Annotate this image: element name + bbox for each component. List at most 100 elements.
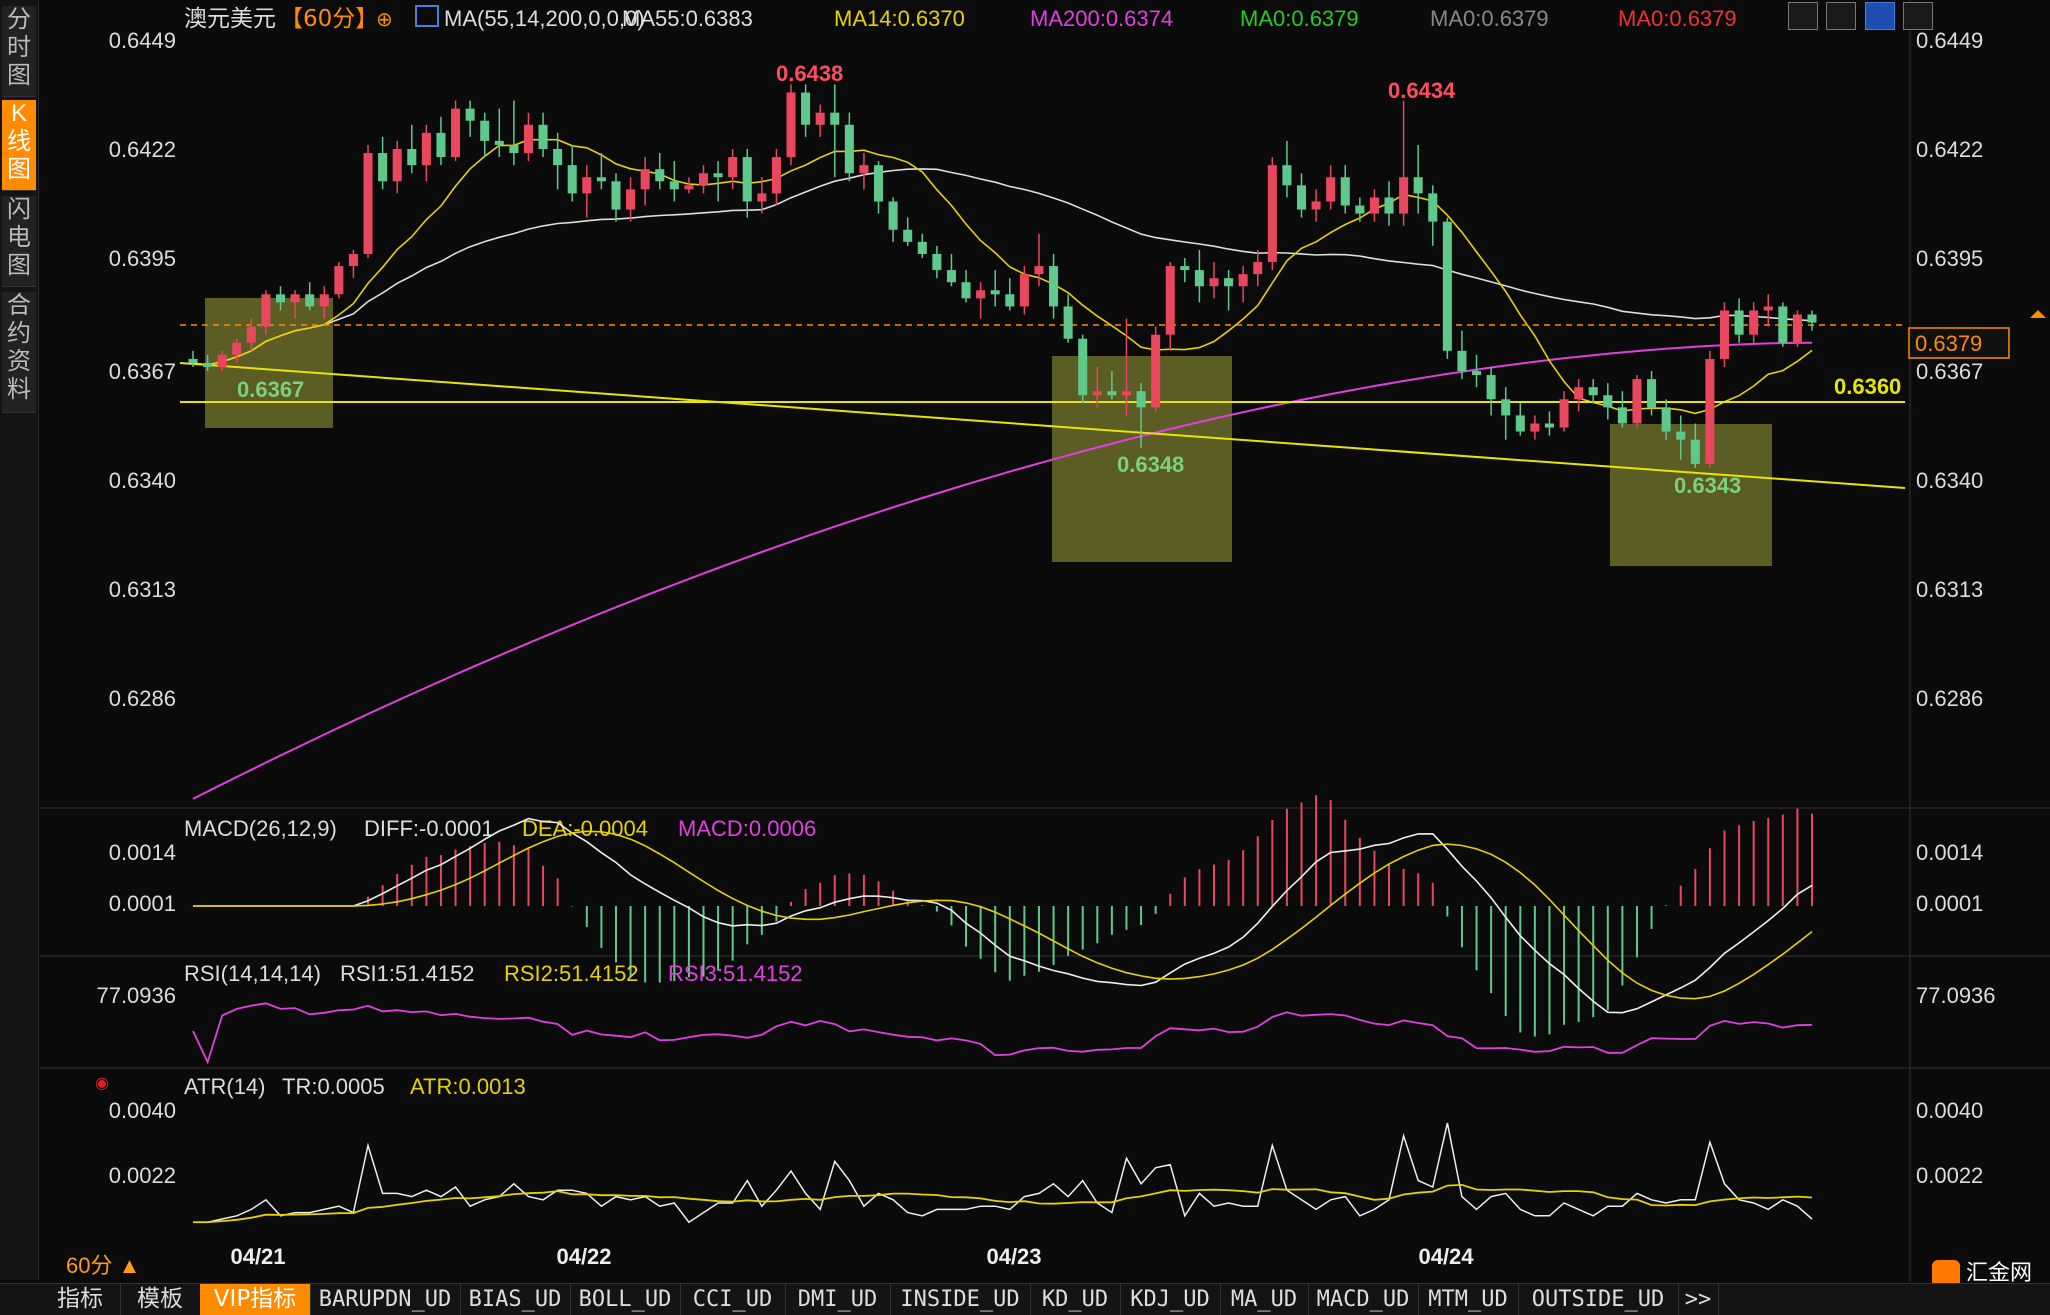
- candle-body: [1049, 266, 1059, 307]
- logo: 汇金网: [1932, 1255, 2032, 1289]
- settings-icon: ⊕: [376, 7, 393, 31]
- candle-body: [903, 229, 913, 242]
- tab-contract-info[interactable]: 合约资料: [2, 292, 36, 413]
- candle-body: [1442, 221, 1452, 351]
- indicator-tab-bar: 指标 模板 VIP指标 BARUPDN_UD BIAS_UD BOLL_UD CCI_UD D…: [0, 1283, 2050, 1315]
- candle-body: [1282, 165, 1292, 186]
- header-indicator-6: MA0:0.6379: [1618, 6, 1737, 31]
- price-tick-right-0: 0.6449: [1916, 28, 1983, 53]
- candle-body: [203, 362, 213, 367]
- bar-chart-icon[interactable]: [1826, 2, 1857, 30]
- candle-body: [1632, 379, 1642, 424]
- candle-body: [1647, 379, 1657, 408]
- chart-type-icon: [415, 5, 439, 27]
- candle-body: [523, 124, 533, 154]
- candle-body: [1734, 310, 1744, 335]
- grid-icon[interactable]: [1788, 2, 1818, 30]
- candle-body: [582, 177, 592, 194]
- candle-body: [1253, 262, 1263, 275]
- candle-body: [844, 124, 854, 174]
- price-tick-right-2: 0.6395: [1916, 246, 1983, 271]
- candle-body: [611, 181, 621, 210]
- header-indicator-4: MA0:0.6379: [1240, 6, 1359, 31]
- candle-body: [305, 294, 315, 307]
- candle-body: [1472, 371, 1482, 376]
- candle-body: [859, 165, 869, 174]
- indicator-tab-14[interactable]: OUTSIDE_UD: [1518, 1284, 1679, 1315]
- rsi-2: RSI2:51.4152: [504, 961, 639, 986]
- candle-body: [348, 253, 358, 267]
- period-selector[interactable]: 60分 ▲: [66, 1253, 141, 1278]
- candle-body: [1515, 415, 1525, 432]
- indicator-tab-13[interactable]: MTM_UD: [1418, 1284, 1519, 1315]
- indicator-tab-8[interactable]: INSIDE_UD: [890, 1284, 1031, 1315]
- indicator-tab-0[interactable]: 指标: [40, 1284, 121, 1315]
- indicator-tab-12[interactable]: MACD_UD: [1308, 1284, 1419, 1315]
- candle-body: [363, 153, 373, 254]
- candle-body: [698, 173, 709, 186]
- candle-body: [480, 120, 490, 141]
- indicator-tab-15[interactable]: >>: [1678, 1284, 1719, 1315]
- date-label-0: 04/21: [230, 1244, 285, 1269]
- candle-body: [932, 253, 942, 271]
- candle-body: [436, 132, 446, 158]
- macd-value: MACD:0.0006: [678, 816, 816, 841]
- candle-body: [1180, 266, 1190, 271]
- indicator-tab-3[interactable]: BARUPDN_UD: [310, 1284, 461, 1315]
- header-indicator-0: MA(55,14,200,0,0,0): [444, 6, 645, 31]
- candle-body: [1136, 391, 1146, 408]
- candle-body: [626, 189, 636, 210]
- candle-body: [1749, 310, 1759, 335]
- split-panel-icon[interactable]: [1903, 2, 1934, 30]
- candle-body: [1107, 391, 1117, 396]
- date-label-1: 04/22: [556, 1244, 611, 1269]
- atr-title: ATR(14): [184, 1074, 266, 1099]
- candle-body: [1384, 197, 1394, 214]
- indicator-tab-6[interactable]: CCI_UD: [680, 1284, 786, 1315]
- indicator-tab-7[interactable]: DMI_UD: [785, 1284, 891, 1315]
- indicator-tab-1[interactable]: 模板: [120, 1284, 201, 1315]
- tab-flash[interactable]: 闪电图: [2, 196, 36, 287]
- rsi-tick-left: 77.0936: [96, 983, 176, 1008]
- macd-tick-left-1: 0.0001: [109, 891, 176, 916]
- atr-tr: TR:0.0005: [282, 1074, 385, 1099]
- rsi-tick-right: 77.0936: [1916, 983, 1996, 1008]
- indicator-tab-2[interactable]: VIP指标: [200, 1284, 311, 1315]
- tab-kline[interactable]: K线图: [2, 100, 36, 191]
- indicator-tab-9[interactable]: KD_UD: [1030, 1284, 1121, 1315]
- header-period: 【60分】: [280, 6, 378, 32]
- candle-body: [392, 148, 402, 182]
- candle-body: [801, 92, 811, 125]
- indicator-tab-5[interactable]: BOLL_UD: [570, 1284, 681, 1315]
- candle-body: [1617, 407, 1627, 424]
- candle-body: [1019, 274, 1029, 307]
- line-chart-icon[interactable]: [1864, 2, 1895, 30]
- candle-body: [1311, 201, 1321, 210]
- candle-body: [1092, 391, 1102, 396]
- record-icon: ◉: [95, 1073, 109, 1092]
- candle-body: [1413, 177, 1423, 194]
- indicator-tab-11[interactable]: MA_UD: [1220, 1284, 1309, 1315]
- header-indicator-1: MA55:0.6383: [622, 6, 753, 31]
- candle-body: [1238, 274, 1248, 287]
- indicator-tab-10[interactable]: KDJ_UD: [1120, 1284, 1221, 1315]
- candle-body: [1209, 278, 1219, 287]
- candle-body: [728, 157, 738, 178]
- chart-area[interactable]: 澳元美元 【60分】⊕ MA(55,14,200,0,0,0)MA55:0.6383…: [40, 0, 2050, 1282]
- atr-value: ATR:0.0013: [410, 1074, 526, 1099]
- date-label-2: 04/23: [986, 1244, 1041, 1269]
- candle-body: [1151, 334, 1161, 408]
- indicator-tab-4[interactable]: BIAS_UD: [460, 1284, 571, 1315]
- current-price-label: 0.6379: [1915, 331, 1982, 356]
- candle-body: [990, 290, 1000, 295]
- macd-title: MACD(26,12,9): [184, 816, 337, 841]
- price-tick-left-5: 0.6313: [109, 577, 176, 602]
- rsi-3: RSI3:51.4152: [668, 961, 803, 986]
- candle-body: [1676, 431, 1686, 440]
- candle-body: [275, 294, 286, 303]
- price-tick-left-2: 0.6395: [109, 246, 176, 271]
- candle-body: [874, 165, 884, 202]
- tab-timeshare[interactable]: 分时图: [2, 6, 36, 97]
- header-symbol: 澳元美元: [184, 6, 276, 32]
- rsi-1: RSI1:51.4152: [340, 961, 475, 986]
